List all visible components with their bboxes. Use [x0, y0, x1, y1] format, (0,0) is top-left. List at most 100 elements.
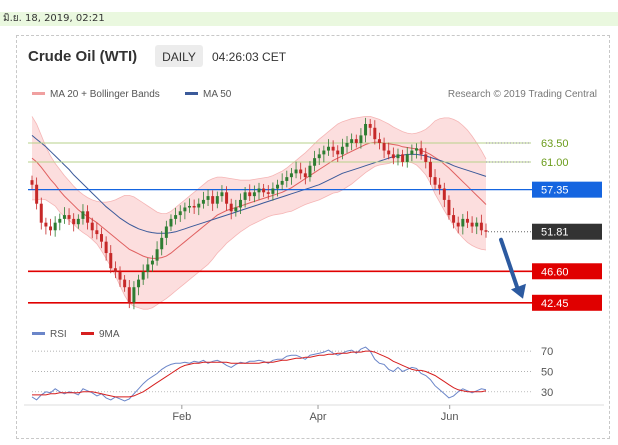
candle-body	[174, 215, 178, 219]
rsi-legend-label: RSI	[50, 329, 67, 340]
candle-body	[197, 203, 201, 208]
candle-body	[248, 192, 252, 197]
candle-body	[39, 203, 43, 223]
forecast-arrow-shaft	[499, 237, 521, 295]
candle-body	[447, 199, 451, 216]
x-tick-label: Apr	[309, 411, 326, 423]
candle-body	[350, 139, 354, 143]
candle-body	[234, 207, 238, 212]
candle-body	[104, 241, 108, 254]
candle-body	[271, 188, 275, 194]
candle-body	[146, 264, 150, 273]
candle-body	[266, 192, 270, 194]
ma50-legend-label: MA 50	[203, 89, 232, 100]
candle-body	[289, 173, 293, 178]
candle-body	[345, 142, 349, 147]
candle-body	[465, 218, 469, 223]
rsi-chart: 70 50 30	[31, 346, 553, 402]
forecast-arrow-head	[510, 283, 526, 299]
x-axis: Feb Apr Jun	[24, 404, 604, 423]
candle-body	[118, 272, 122, 280]
ma50-legend-swatch	[185, 92, 198, 95]
candle-body	[141, 272, 145, 280]
candle-body	[155, 249, 159, 261]
candle-body	[238, 199, 242, 208]
candle-body	[294, 169, 298, 174]
candle-body	[262, 188, 266, 193]
ma50-line	[31, 135, 487, 234]
candle-body	[206, 196, 210, 200]
candle-body	[58, 218, 62, 223]
candle-body	[322, 150, 326, 155]
rsi-tick-label: 50	[541, 366, 553, 378]
candle-body	[280, 180, 284, 185]
candle-body	[53, 222, 57, 231]
candle-body	[391, 154, 395, 159]
candle-body	[211, 196, 215, 204]
candle-body	[192, 205, 196, 208]
candle-body	[243, 192, 247, 200]
credit-text: Research © 2019 Trading Central	[448, 89, 597, 100]
candle-body	[99, 234, 103, 242]
candle-body	[387, 150, 391, 155]
candle-body	[424, 154, 428, 162]
resistance-label: 57.35	[541, 185, 569, 197]
resistance-tag	[532, 181, 602, 198]
ma20-line	[31, 141, 487, 259]
candle-body	[67, 215, 71, 219]
candle-body	[303, 173, 307, 178]
candle-body	[484, 230, 488, 232]
candle-body	[257, 188, 261, 193]
candle-body	[137, 279, 141, 288]
ma20-legend-swatch	[32, 92, 45, 95]
candle-body	[442, 188, 446, 200]
candle-body	[132, 287, 136, 303]
candle-body	[201, 199, 205, 204]
timeframe-label: DAILY	[162, 50, 196, 64]
candle-body	[405, 154, 409, 162]
candle-body	[86, 211, 90, 223]
candle-body	[90, 222, 94, 231]
candle-body	[30, 180, 34, 185]
candle-body	[76, 218, 80, 225]
candle-body	[456, 222, 460, 227]
candle-body	[183, 207, 187, 212]
date-stamp: มิ.ย. 18, 2019, 02:21	[3, 13, 105, 24]
candle-body	[382, 142, 386, 151]
support-label: 42.45	[541, 298, 569, 310]
candle-body	[113, 268, 117, 273]
candle-body	[109, 253, 113, 269]
candle-body	[220, 192, 224, 197]
candle-body	[127, 287, 131, 303]
rsi-ma-legend-label: 9MA	[99, 329, 120, 340]
date-stamp-bar: มิ.ย. 18, 2019, 02:21	[0, 12, 618, 26]
candle-body	[252, 192, 256, 197]
candle-body	[81, 211, 85, 219]
header-time: 04:26:03 CET	[212, 50, 287, 64]
candle-body	[415, 148, 419, 151]
candle-body	[479, 222, 483, 231]
candle-body	[336, 150, 340, 155]
candle-body	[331, 146, 335, 151]
timeframe-badge[interactable]	[155, 45, 203, 67]
candle-body	[95, 230, 99, 235]
candle-body	[354, 139, 358, 143]
support-tag	[532, 263, 602, 280]
candle-body	[215, 196, 219, 204]
candle-body	[396, 154, 400, 159]
x-tick-label: Jun	[441, 411, 459, 423]
fib-level-label: 61.00	[541, 157, 569, 169]
fib-level-label: 63.50	[541, 138, 569, 150]
candle-body	[461, 218, 465, 227]
rsi-tick-label: 30	[541, 387, 553, 399]
candle-body	[410, 150, 414, 155]
candle-body	[377, 139, 381, 143]
candle-body	[72, 218, 76, 225]
candle-body	[433, 177, 437, 185]
candle-body	[285, 177, 289, 181]
candle-body	[229, 203, 233, 212]
candle-body	[44, 222, 48, 227]
candle-body	[276, 184, 280, 189]
candle-body	[340, 146, 344, 155]
